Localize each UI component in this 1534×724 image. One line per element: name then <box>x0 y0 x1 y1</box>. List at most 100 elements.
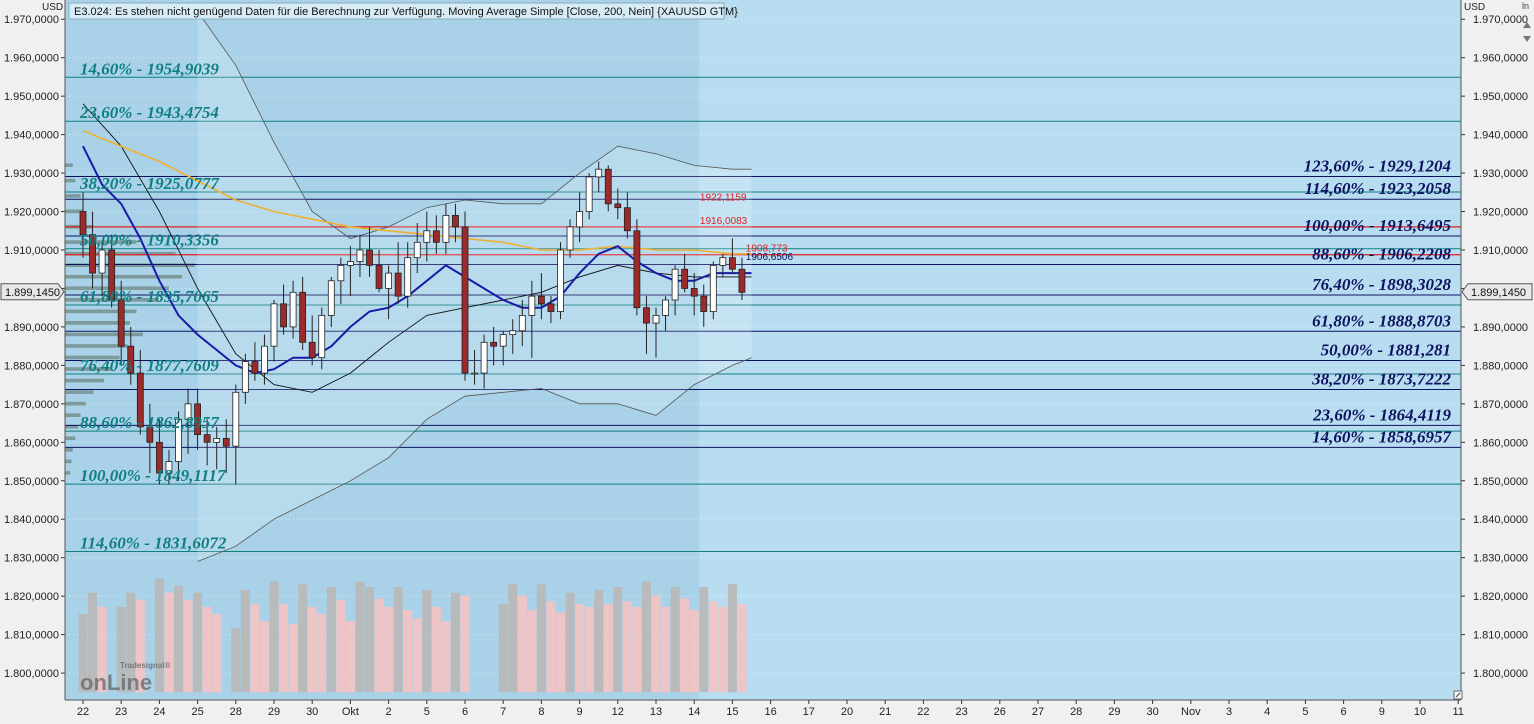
currency-right: USD <box>1464 2 1485 13</box>
candle-body <box>117 299 125 347</box>
candle-body <box>366 249 373 266</box>
y-tick-label-right: 1.810,0000 <box>1473 630 1528 642</box>
volume-bar <box>422 589 432 693</box>
resize-grip-icon[interactable] <box>1453 690 1463 700</box>
x-tick-label: 8 <box>538 706 544 718</box>
candle-body <box>423 230 431 243</box>
volume-profile-bar <box>65 355 120 360</box>
x-tick-label: 30 <box>306 706 318 718</box>
volume-bar <box>699 587 709 693</box>
fib-label-left: 88,60% - 1862,8957 <box>80 413 220 432</box>
y-tick-label-right: 1.850,0000 <box>1473 476 1528 488</box>
volume-profile-bar <box>65 459 72 464</box>
candle-body <box>127 345 135 374</box>
y-tick-label-right: 1.950,0000 <box>1473 91 1528 103</box>
x-tick-label: Okt <box>342 706 359 718</box>
candle-body <box>337 264 345 282</box>
candle-body <box>538 295 545 305</box>
x-tick-label: 9 <box>1379 706 1385 718</box>
fib-label-right: 123,60% - 1929,1204 <box>1304 156 1451 175</box>
indicator-message: E3.024: Es stehen nicht genügend Daten f… <box>74 6 738 18</box>
candle-body <box>394 272 402 297</box>
volume-profile-bar <box>65 471 71 475</box>
candle-body <box>280 303 287 328</box>
fib-label-right: 14,60% - 1858,6957 <box>1312 427 1452 446</box>
y-tick-label-left: 1.850,0000 <box>4 476 59 488</box>
volume-profile-bar <box>65 178 76 183</box>
volume-bar <box>661 606 671 693</box>
volume-bar <box>307 606 317 693</box>
y-tick-label-left: 1.950,0000 <box>4 91 59 103</box>
candle-body <box>595 168 603 178</box>
bollinger-band-fill <box>197 11 752 562</box>
volume-bar <box>88 592 98 693</box>
candle-body <box>146 426 154 443</box>
x-tick-label: 30 <box>1146 706 1158 718</box>
candle-body <box>442 214 450 243</box>
volume-bar <box>97 606 107 693</box>
candle-body <box>509 330 517 336</box>
y-tick-label-right: 1.860,0000 <box>1473 437 1528 449</box>
volume-bar <box>556 612 565 693</box>
fib-label-left: 50,00% - 1910,3356 <box>80 231 219 250</box>
y-tick-label-right: 1.890,0000 <box>1473 322 1528 334</box>
volume-bar <box>708 601 718 693</box>
fib-label-right: 61,80% - 1888,8703 <box>1312 311 1451 330</box>
x-tick-label: 22 <box>77 706 89 718</box>
candle-body <box>719 257 727 266</box>
candle-body <box>585 176 593 212</box>
bollinger-upper-line <box>197 11 752 239</box>
x-tick-label: 13 <box>650 706 662 718</box>
volume-profile-bar <box>65 286 169 291</box>
x-tick-label: 5 <box>424 706 430 718</box>
x-tick-label: 3 <box>1226 706 1232 718</box>
x-tick-label: 21 <box>879 706 891 718</box>
volume-bar <box>575 604 585 693</box>
y-tick-label-left: 1.970,0000 <box>4 14 59 26</box>
x-tick-label: 28 <box>230 706 242 718</box>
volume-bar <box>527 609 537 693</box>
window-arrow-icon[interactable]: ln <box>1522 1 1529 11</box>
tradesignal-logo: Tradesignal® onLine <box>80 661 170 695</box>
candle-body <box>98 249 106 274</box>
candle-body <box>652 314 660 324</box>
volume-bar <box>680 598 690 693</box>
candle-body <box>413 241 421 259</box>
volume-bar <box>412 618 422 693</box>
price-label: 1908,773 <box>746 244 788 255</box>
volume-profile-bar <box>65 194 81 198</box>
y-tick-label-right: 1.910,0000 <box>1473 245 1528 257</box>
candle-body <box>213 438 221 443</box>
y-tick-label-left: 1.870,0000 <box>4 399 59 411</box>
volume-bar <box>288 624 298 693</box>
candle-body <box>175 418 182 462</box>
fib-label-left: 114,60% - 1831,6072 <box>80 534 227 553</box>
volume-bar <box>317 614 327 693</box>
y-tick-label-left: 1.940,0000 <box>4 130 59 142</box>
x-tick-label: 2 <box>386 706 392 718</box>
candle-body <box>165 461 173 474</box>
candle-body <box>346 261 354 266</box>
volume-bar <box>126 592 136 693</box>
y-tick-label-left: 1.860,0000 <box>4 437 59 449</box>
bollinger-lower-line <box>197 357 752 562</box>
volume-bar <box>584 606 594 693</box>
volume-bar <box>326 587 336 693</box>
candle-body <box>79 211 87 236</box>
axis-scroll-up-icon[interactable] <box>1523 22 1531 28</box>
volume-bar <box>670 587 680 693</box>
candle-body <box>194 403 202 436</box>
x-tick-label: 15 <box>726 706 738 718</box>
volume-profile-bar <box>65 390 94 394</box>
x-tick-label: 6 <box>462 706 468 718</box>
x-tick-label: 20 <box>841 706 853 718</box>
y-tick-label-right: 1.830,0000 <box>1473 553 1528 565</box>
y-tick-label-left: 1.880,0000 <box>4 360 59 372</box>
volume-profile-bar <box>65 251 176 256</box>
axis-scroll-down-icon[interactable] <box>1523 36 1531 42</box>
x-tick-label: 28 <box>1070 706 1082 718</box>
fib-label-left: 38,20% - 1925,0777 <box>79 174 220 193</box>
candle-body <box>709 264 717 312</box>
volume-bar <box>269 581 279 693</box>
